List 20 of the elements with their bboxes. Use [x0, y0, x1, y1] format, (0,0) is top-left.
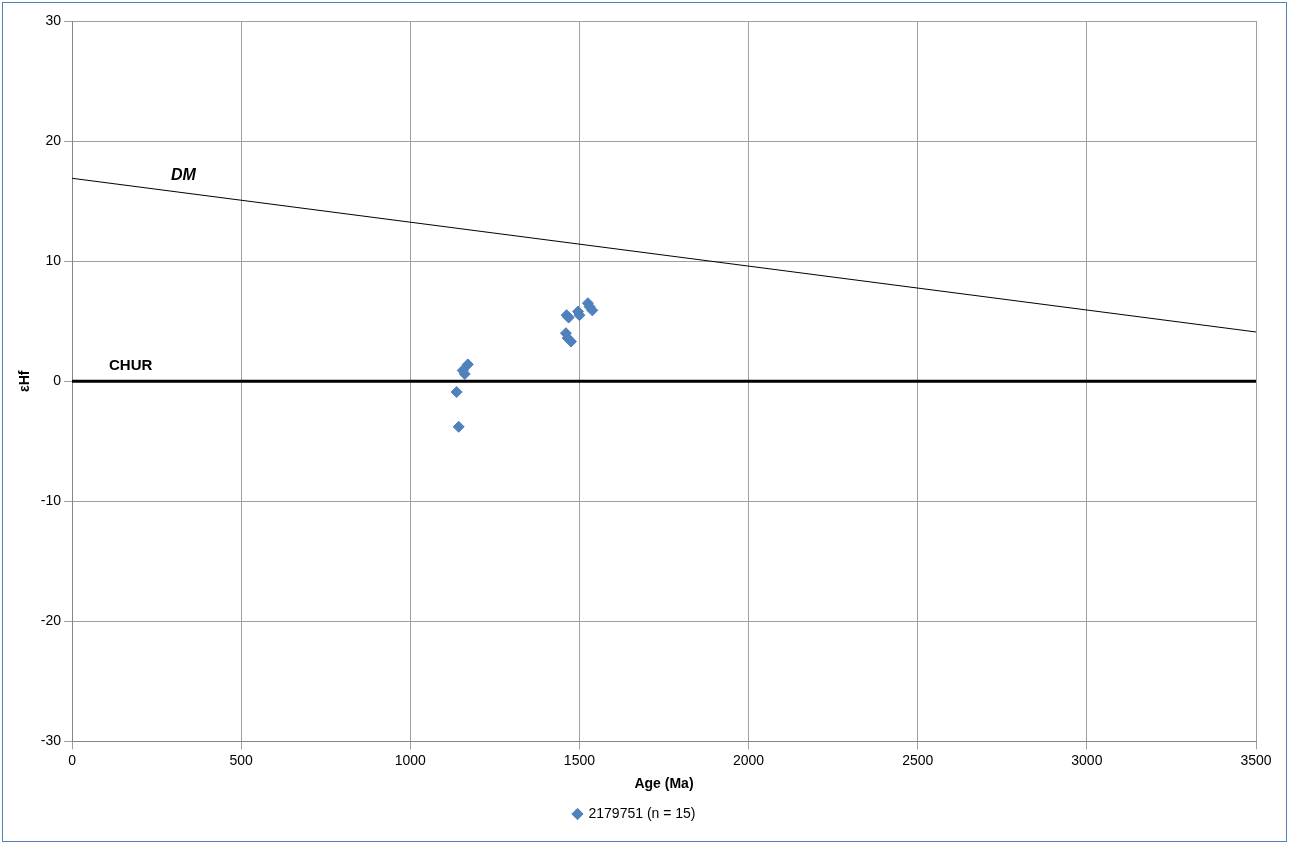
annotation: DM [170, 166, 197, 184]
y-tick-label: 0 [53, 372, 62, 389]
x-tick-label: 3000 [1071, 751, 1103, 768]
x-tick-label: 1500 [563, 751, 596, 768]
ref-line-label: CHUR [109, 355, 153, 373]
y-tick-label: 10 [45, 251, 62, 268]
x-tick-label: 3500 [1240, 751, 1272, 768]
y-tick-label: 20 [45, 131, 62, 148]
x-tick-label: 500 [229, 751, 254, 768]
x-tick-label: 2000 [733, 751, 765, 768]
y-tick-label: -20 [40, 612, 62, 629]
y-tick-label: -30 [40, 732, 62, 749]
x-tick-label: 2500 [902, 751, 934, 768]
y-tick-label: 30 [45, 11, 62, 28]
y-axis-title: εHf [16, 370, 33, 392]
x-tick-label: 0 [68, 751, 77, 768]
y-tick-label: -10 [40, 492, 62, 509]
x-axis-title: Age (Ma) [634, 775, 694, 792]
x-tick-label: 1000 [394, 751, 427, 768]
legend-label: 2179751 (n = 15) [588, 804, 696, 821]
